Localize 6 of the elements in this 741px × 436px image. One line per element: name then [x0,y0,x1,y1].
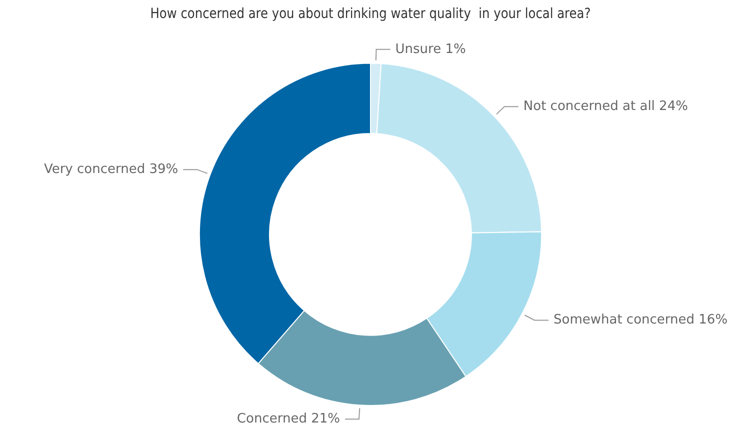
slice-label: Very concerned 39% [44,162,178,177]
chart-title: How concerned are you about drinking water quality in your local area? [150,6,591,22]
slice-label: Concerned 21% [236,412,340,427]
slice-label: Unsure 1% [395,42,466,57]
slice-label: Somewhat concerned 16% [554,312,728,328]
slice-label: Not concerned at all 24% [523,98,688,114]
